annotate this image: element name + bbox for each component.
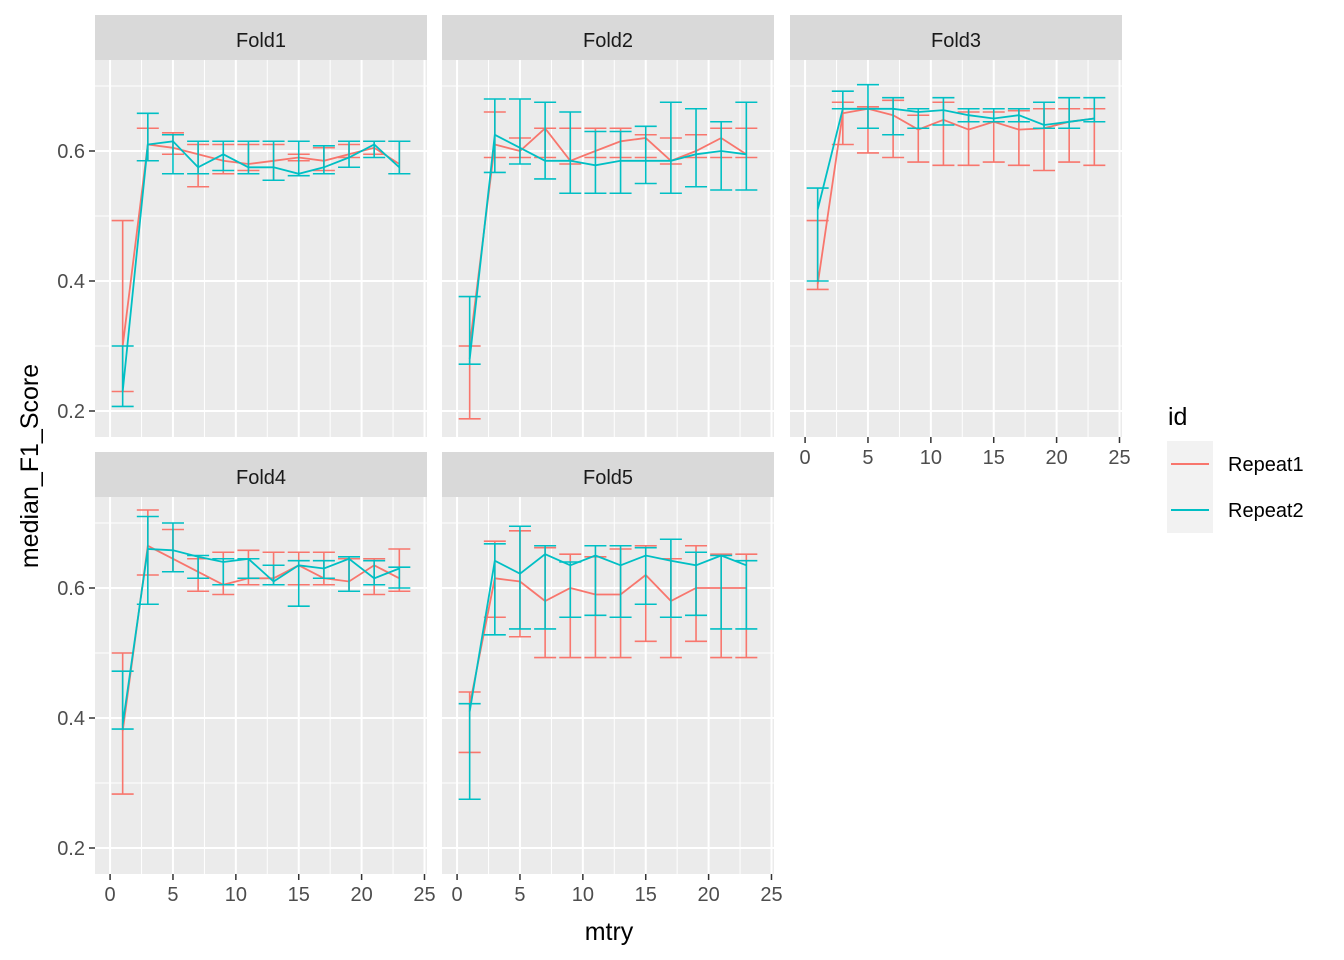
x-tick-label: 0 [452, 884, 463, 906]
panel-fold1: Fold1 0.2 0.4 0.6 [57, 15, 427, 437]
y-tick-label: 0.6 [57, 578, 85, 600]
x-tick-label: 20 [697, 884, 719, 906]
panels-layer: Fold1 0.2 0.4 0.6 Fold2 Fold3 0 5 10 15 20 25 Fold4 0… [57, 15, 1131, 906]
y-axis-title: median_F1_Score [16, 364, 44, 568]
series-line [468, 126, 747, 347]
series-line [468, 553, 747, 712]
x-tick-label: 15 [635, 884, 657, 906]
series-repeat2 [806, 83, 1106, 282]
x-tick-label: 10 [572, 884, 594, 906]
panel-background [95, 60, 427, 437]
x-tick-label: 15 [983, 447, 1005, 469]
x-tick-label: 10 [920, 447, 942, 469]
x-axis-title: mtry [585, 918, 634, 946]
strip-fold5 [442, 452, 774, 497]
series-line [121, 140, 400, 392]
legend-label-repeat1: Repeat1 [1228, 454, 1304, 476]
x-tick-label: 10 [225, 884, 247, 906]
series-repeat2 [111, 112, 411, 408]
x-tick-label: 0 [800, 447, 811, 469]
strip-label: Fold2 [583, 30, 633, 52]
panel-fold2: Fold2 [442, 15, 774, 437]
series-line [121, 544, 400, 732]
x-tick-label: 15 [288, 884, 310, 906]
strip-fold1 [95, 15, 427, 60]
y-tick-label: 0.6 [57, 141, 85, 163]
x-tick-label: 5 [862, 447, 873, 469]
series-line [468, 133, 747, 360]
series-repeat2 [458, 525, 758, 801]
strip-label: Fold3 [931, 30, 981, 52]
panel-background [790, 60, 1122, 437]
x-tick-label: 0 [105, 884, 116, 906]
x-tick-label: 20 [350, 884, 372, 906]
panel-fold3: Fold3 0 5 10 15 20 25 [790, 15, 1131, 469]
panel-background [95, 497, 427, 874]
x-tick-label: 25 [413, 884, 435, 906]
series-line [816, 107, 1095, 210]
legend-label-repeat2: Repeat2 [1228, 500, 1304, 522]
x-tick-label: 25 [1108, 447, 1130, 469]
series-line [468, 573, 747, 706]
panel-fold5: Fold5 0 5 10 15 20 25 [442, 452, 783, 906]
strip-fold4 [95, 452, 427, 497]
x-tick-label: 5 [514, 884, 525, 906]
series-repeat2 [458, 98, 758, 366]
legend: id Repeat1 Repeat2 [1167, 403, 1304, 533]
y-tick-label: 0.4 [57, 708, 85, 730]
series-line [121, 143, 400, 347]
series-line [121, 548, 400, 725]
y-tick-label: 0.2 [57, 401, 85, 423]
x-tick-label: 25 [760, 884, 782, 906]
series-repeat2 [111, 515, 411, 730]
panel-fold4: Fold4 0 5 10 15 20 25 0.2 0.4 0.6 [57, 452, 436, 906]
strip-label: Fold5 [583, 467, 633, 489]
strip-fold2 [442, 15, 774, 60]
strip-label: Fold4 [236, 467, 286, 489]
y-tick-label: 0.4 [57, 271, 85, 293]
panel-background [442, 60, 774, 437]
strip-fold3 [790, 15, 1122, 60]
legend-title: id [1168, 403, 1187, 431]
x-tick-label: 5 [167, 884, 178, 906]
strip-label: Fold1 [236, 30, 286, 52]
x-tick-label: 20 [1045, 447, 1067, 469]
y-tick-label: 0.2 [57, 838, 85, 860]
